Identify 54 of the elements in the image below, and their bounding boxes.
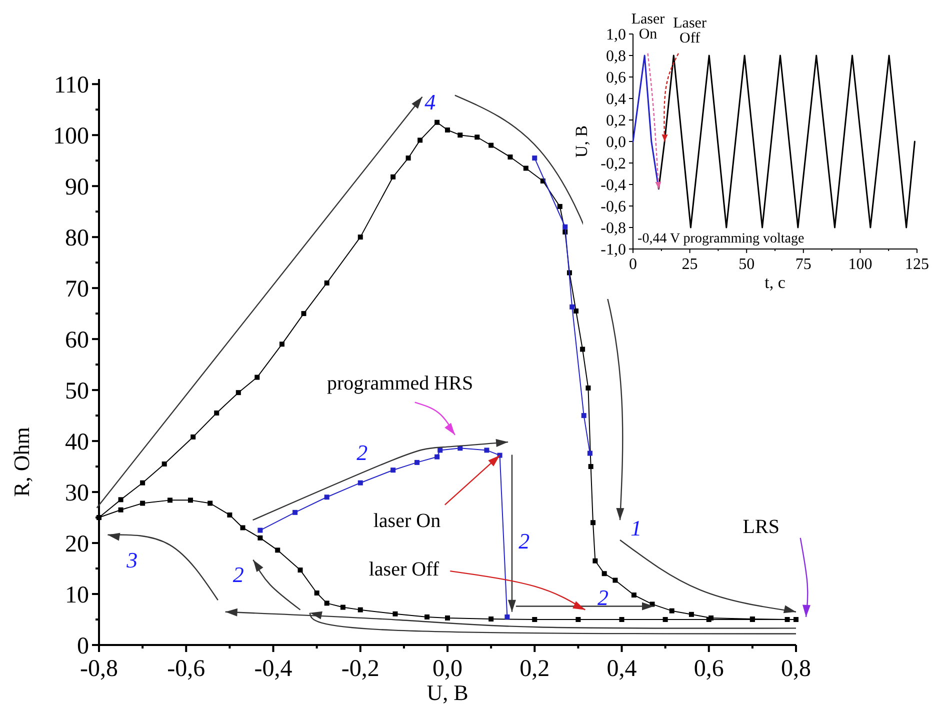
y-tick-label: -1,0 <box>600 242 626 259</box>
y-tick-label: 70 <box>65 276 89 302</box>
x-tick-label: -0,6 <box>167 656 206 682</box>
x-axis-title: U, B <box>426 680 468 705</box>
x-tick-label: 25 <box>682 256 698 273</box>
y-tick-label: 0,8 <box>606 48 626 66</box>
y-tick-label: 0,2 <box>606 112 626 130</box>
x-tick-label: 50 <box>738 256 755 273</box>
y-tick-label: 50 <box>65 378 89 404</box>
y-tick-label: -0,2 <box>600 156 626 173</box>
annotation: 2 <box>356 440 368 465</box>
y-tick-label: 0,6 <box>606 70 626 87</box>
y-tick-label: 60 <box>65 327 89 354</box>
annotation: programmed HRS <box>326 372 474 394</box>
annotation: 2 <box>598 584 609 610</box>
x-axis-title: t, c <box>764 273 786 292</box>
x-tick-label: 0,8 <box>781 656 811 682</box>
y-tick-label: 90 <box>65 174 89 200</box>
y-tick-label: 0 <box>77 633 89 660</box>
annotation: LRS <box>742 516 780 538</box>
x-tick-label: 0,0 <box>432 656 462 682</box>
x-tick-label: -0,2 <box>341 656 380 682</box>
y-tick-label: -0,6 <box>600 198 626 216</box>
annotation: 1 <box>630 515 642 540</box>
y-axis-title: U, B <box>572 125 591 158</box>
y-tick-label: 110 <box>54 72 89 98</box>
y-tick-label: 0,4 <box>606 91 626 108</box>
y-tick-label: 1,0 <box>606 26 626 44</box>
y-tick-label: 40 <box>65 429 89 456</box>
y-tick-label: 30 <box>65 480 89 506</box>
y-tick-label: 20 <box>65 531 89 558</box>
annotation: 2 <box>232 562 244 587</box>
x-tick-label: 0 <box>629 256 637 273</box>
annotation: laser On <box>373 510 441 532</box>
annotation: laser Off <box>368 558 440 581</box>
annotation: 4 <box>424 90 436 115</box>
x-tick-label: -0,4 <box>254 656 292 682</box>
y-tick-label: 100 <box>53 123 89 150</box>
x-tick-label: 75 <box>795 256 812 273</box>
y-tick-label: -0,4 <box>600 177 626 194</box>
y-tick-label: 0,0 <box>606 134 626 152</box>
annotation: -0,44 V programming voltage <box>638 232 804 247</box>
annotation: 3 <box>126 548 138 573</box>
annotation: Laser On <box>631 11 665 42</box>
x-tick-label: 0,2 <box>520 656 550 682</box>
annotation: Laser Off <box>673 16 706 47</box>
x-tick-label: 125 <box>905 256 929 273</box>
y-tick-label: 80 <box>65 225 89 252</box>
y-tick-label: 10 <box>65 582 89 608</box>
y-axis-title: R, Ohm <box>9 427 34 497</box>
y-tick-label: -0,8 <box>600 220 626 238</box>
x-tick-label: 0,6 <box>694 656 724 682</box>
annotation: 2 <box>518 528 530 554</box>
x-tick-label: 100 <box>848 256 872 273</box>
